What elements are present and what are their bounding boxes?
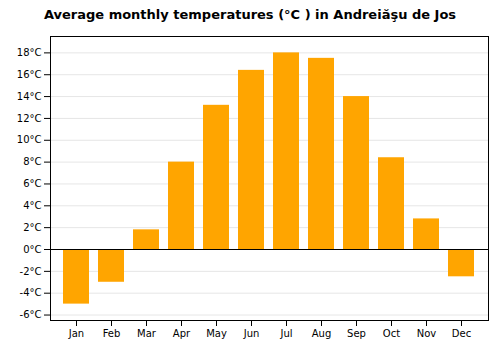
svg-text:Jul: Jul xyxy=(279,328,292,339)
svg-text:Jan: Jan xyxy=(68,328,84,339)
svg-text:Dec: Dec xyxy=(452,328,471,339)
svg-text:Mar: Mar xyxy=(137,328,157,339)
svg-text:8°C: 8°C xyxy=(23,156,41,167)
svg-text:6°C: 6°C xyxy=(23,178,41,189)
svg-text:-4°C: -4°C xyxy=(20,287,42,298)
svg-text:18°C: 18°C xyxy=(17,47,42,58)
svg-text:16°C: 16°C xyxy=(17,69,42,80)
html-text:Average monthly temperatures (: Average monthly temperatures (°C ) in An… xyxy=(43,7,457,22)
svg-text:Oct: Oct xyxy=(383,328,400,339)
svg-text:May: May xyxy=(206,328,227,339)
svg-text:Aug: Aug xyxy=(312,328,332,339)
svg-text:14°C: 14°C xyxy=(17,91,42,102)
svg-text:4°C: 4°C xyxy=(23,200,41,211)
svg-text:Sep: Sep xyxy=(347,328,366,339)
svg-text:Apr: Apr xyxy=(173,328,191,339)
svg-text:-2°C: -2°C xyxy=(20,266,42,277)
svg-text:2°C: 2°C xyxy=(23,222,41,233)
svg-text:Jun: Jun xyxy=(243,328,260,339)
svg-text:Feb: Feb xyxy=(103,328,121,339)
svg-text:0°C: 0°C xyxy=(23,244,41,255)
svg-text:12°C: 12°C xyxy=(17,113,42,124)
svg-text:-6°C: -6°C xyxy=(20,309,42,320)
svg-text:Nov: Nov xyxy=(417,328,437,339)
svg-text:10°C: 10°C xyxy=(17,134,42,145)
